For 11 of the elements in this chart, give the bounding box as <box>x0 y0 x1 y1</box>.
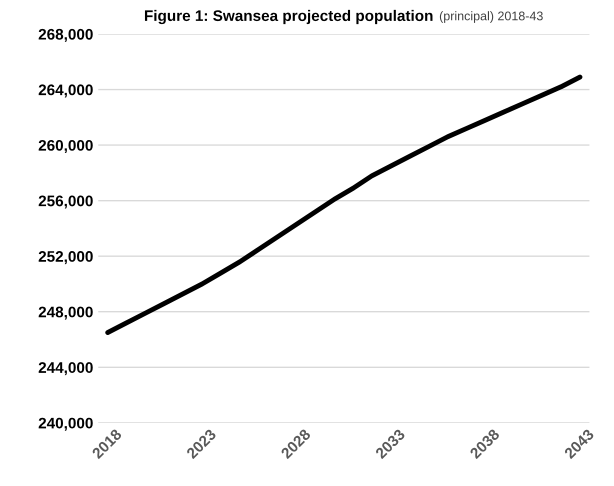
chart-title: Figure 1: Swansea projected population <box>144 10 432 24</box>
y-tick-label: 252,000 <box>38 251 93 264</box>
line-series <box>105 74 582 335</box>
y-tick-label: 240,000 <box>38 418 93 431</box>
chart-subtitle: (principal) 2018-43 <box>440 11 543 23</box>
y-tick-label: 264,000 <box>38 84 93 98</box>
y-tick-label: 248,000 <box>38 306 93 320</box>
y-tick-label: 244,000 <box>38 362 93 376</box>
y-tick-label: 260,000 <box>38 140 93 154</box>
y-tick-label: 268,000 <box>38 28 93 42</box>
y-tick-label: 256,000 <box>38 196 93 209</box>
